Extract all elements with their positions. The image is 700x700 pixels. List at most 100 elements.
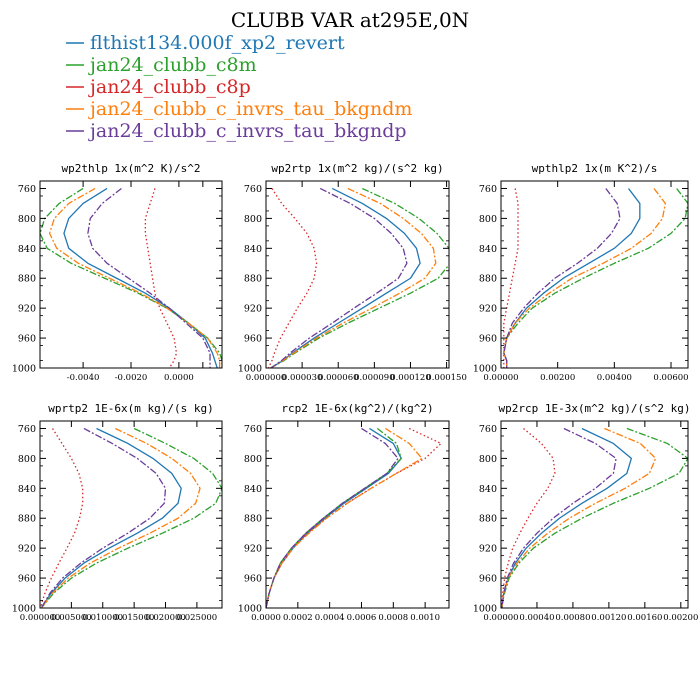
y-tick-label: 800 [479,454,497,465]
series-line-5 [87,187,211,368]
y-tick-label: 960 [244,574,262,585]
series-line-5 [270,187,408,368]
series-line-4 [503,188,666,368]
series-line-5 [266,427,399,608]
x-tick-label: 0.00200 [540,373,575,383]
x-tick-label: 0.00160 [627,613,662,623]
x-tick-label: 0.00120 [591,613,626,623]
y-tick-label: 840 [244,484,262,495]
x-tick-label: 0.00600 [653,373,688,383]
y-tick-label: 920 [244,304,262,315]
x-tick-label: 0.0008 [378,613,408,623]
y-tick-label: 880 [479,514,497,525]
y-tick-label: 960 [479,334,497,345]
legend-entry: jan24_clubb_c_invrs_tau_bkgndp [66,120,407,142]
figure-title: CLUBB VAR at295E,0N [231,8,469,32]
x-tick-label: 0.000030 [282,373,323,383]
plot-frame [39,420,223,609]
x-tick-label: 0.00000 [483,373,518,383]
legend: flthist134.000f_xp2_revertjan24_clubb_c8… [66,32,412,142]
series-line-3 [503,188,519,368]
series-line-4 [266,427,423,608]
legend-label: jan24_clubb_c_invrs_tau_bkgndm [88,98,412,120]
series-line-5 [40,427,167,608]
x-tick-label: 0.000090 [354,373,395,383]
y-tick-label: 800 [18,214,36,225]
series-line-2 [40,427,222,608]
x-tick-label: 0.0000 [164,373,194,383]
x-tick-label: 0.025000 [177,613,218,623]
x-tick-label: 0.00080 [555,613,590,623]
legend-label: jan24_clubb_c_invrs_tau_bkgndp [88,120,407,142]
x-tick-label: 0.00400 [597,373,632,383]
series-line-4 [270,187,437,368]
x-tick-label: 0.020000 [145,613,186,623]
y-tick-label: 760 [244,184,262,195]
x-tick-label: 0.000060 [318,373,359,383]
x-tick-label: 0.00000 [483,613,518,623]
panel-6: wp2rcp 1E-3x(m^2 kg)/(s^2 kg)760 800 840 88… [473,402,699,623]
x-tick-label: 0.00040 [519,613,554,623]
panels: wp2thlp 1x(m^2 K)/s^2 760 800 840 880 920 960 1… [12,162,699,623]
y-tick-label: 760 [18,424,36,435]
x-tick-label: 0.000120 [390,373,431,383]
y-tick-label: 840 [18,244,36,255]
plot-frame [265,180,450,369]
series-line-4 [48,187,221,368]
legend-label: flthist134.000f_xp2_revert [90,32,345,54]
y-tick-label: 880 [18,514,36,525]
plot-frame [500,420,689,609]
y-tick-label: 840 [18,484,36,495]
panel-1: wp2thlp 1x(m^2 K)/s^2 760 800 840 880 920 960 1… [12,162,223,383]
y-tick-label: 960 [479,574,497,585]
y-tick-label: 760 [479,184,497,195]
y-tick-label: 800 [244,214,262,225]
y-tick-label: 920 [479,304,497,315]
x-tick-label: -0.0020 [115,373,148,383]
panel-title: rcp2 1E-6x(kg^2)/(kg^2) [281,402,433,415]
legend-entry: jan24_clubb_c_invrs_tau_bkgndm [66,98,412,120]
y-tick-label: 760 [18,184,36,195]
y-tick-label: 960 [18,574,36,585]
y-tick-label: 1000 [12,604,36,615]
series-group [501,427,688,608]
x-tick-label: 0.0006 [347,613,377,623]
y-tick-label: 800 [479,214,497,225]
x-tick-label: 0.005000 [51,613,92,623]
x-tick-label: 0.0000 [251,613,281,623]
y-tick-label: 880 [244,274,262,285]
series-group [267,187,449,368]
x-tick-label: 0.015000 [114,613,155,623]
series-line-1 [40,427,182,608]
panel-title: wp2thlp 1x(m^2 K)/s^2 [61,162,200,175]
y-tick-label: 1000 [238,604,262,615]
panel-title: wp2rcp 1E-3x(m^2 kg)/(s^2 kg) [498,402,690,415]
y-tick-label: 920 [479,544,497,555]
y-tick-label: 920 [244,544,262,555]
legend-entry: flthist134.000f_xp2_revert [66,32,345,54]
x-tick-label: 0.000000 [20,613,61,623]
series-line-3 [501,427,556,608]
series-line-2 [501,427,688,608]
series-line-1 [63,187,218,368]
plot-frame [500,180,689,369]
y-tick-label: 840 [479,484,497,495]
series-group [266,427,442,608]
y-tick-label: 920 [18,304,36,315]
y-tick-label: 1000 [238,364,262,375]
series-line-2 [270,187,449,368]
series-line-3 [267,188,318,368]
legend-label: jan24_clubb_c8p [88,76,251,98]
series-line-5 [501,427,617,608]
y-tick-label: 960 [244,334,262,345]
y-tick-label: 880 [244,514,262,525]
x-tick-label: 0.010000 [82,613,123,623]
legend-label: jan24_clubb_c8m [88,54,257,76]
panel-title: wp2rtp 1x(m^2 kg)/(s^2 kg) [271,162,443,175]
plot-frame [265,420,450,609]
y-tick-label: 760 [244,424,262,435]
y-tick-label: 800 [244,454,262,465]
x-tick-label: 0.0010 [410,613,440,623]
legend-entry: jan24_clubb_c8p [66,76,251,98]
